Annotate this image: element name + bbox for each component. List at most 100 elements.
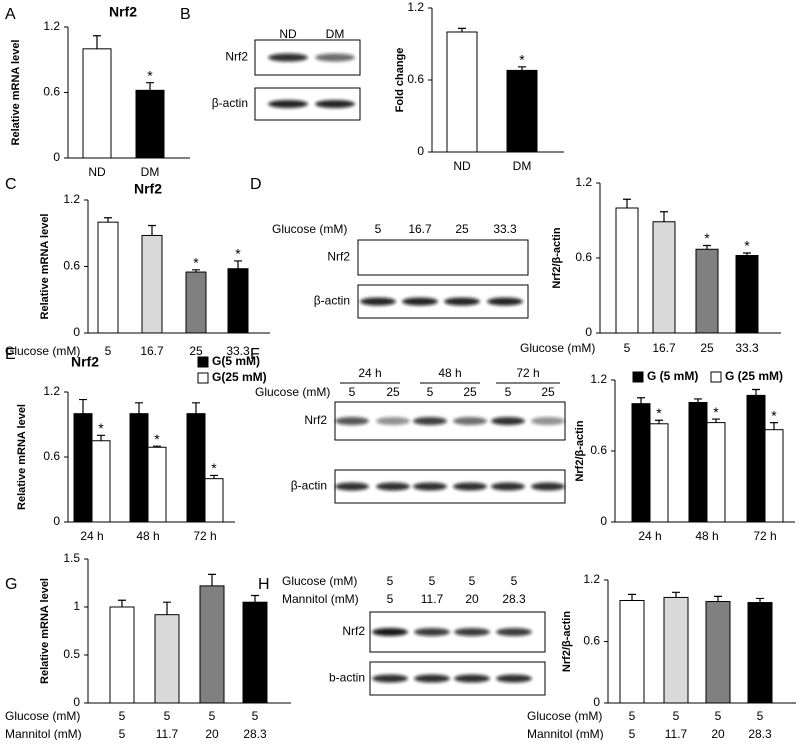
bar — [97, 221, 119, 334]
y-tick-label: 0.6 — [63, 259, 80, 273]
blot-header-label: Glucose (mM) — [272, 222, 347, 236]
error-bar — [518, 66, 526, 71]
bar — [706, 422, 726, 523]
error-bar — [192, 269, 200, 273]
bar — [185, 271, 207, 334]
significance-mark: * — [519, 52, 525, 68]
blot-band — [372, 628, 408, 636]
x-tick-label: 5 — [105, 344, 112, 358]
x-tick-label: 5 — [629, 727, 636, 740]
x-tick-label: 16.7 — [140, 344, 164, 358]
y-tick-label: 1.2 — [407, 0, 424, 14]
blot-group-label: 48 h — [438, 366, 461, 380]
x-row-label: Mannitol (mM) — [5, 727, 82, 740]
panel-label: D — [250, 176, 262, 193]
x-tick-label: 72 h — [753, 529, 776, 543]
x-tick-label: 5 — [119, 709, 126, 723]
error-bar — [118, 599, 126, 607]
y-tick-label: 0.6 — [583, 634, 600, 648]
significance-mark: * — [713, 404, 719, 420]
panel-label: G — [5, 576, 17, 593]
error-bar — [251, 594, 259, 603]
x-tick-label: 28.3 — [243, 727, 267, 740]
bar — [705, 601, 731, 704]
legend-swatch — [197, 372, 209, 384]
error-bar — [672, 591, 680, 598]
x-tick-label: 24 h — [638, 529, 661, 543]
y-axis-label: Nrf2/β-actin — [574, 420, 586, 481]
y-tick-label: 0 — [53, 150, 60, 164]
bar — [91, 440, 111, 523]
blot-band — [414, 628, 450, 636]
bar — [129, 413, 149, 523]
bar — [619, 600, 645, 704]
y-tick-label: 0.6 — [407, 72, 424, 86]
y-axis-label: Relative mRNA level — [39, 578, 51, 684]
bar — [631, 403, 651, 523]
blot-lane-label: 5 — [469, 574, 476, 588]
chart-title: Nrf2 — [134, 181, 162, 197]
x-row-label: Mannitol (mM) — [527, 727, 604, 740]
x-tick-label: 5 — [209, 709, 216, 723]
significance-mark: * — [154, 431, 160, 447]
blot-band — [268, 53, 308, 62]
x-tick-label: 33.3 — [735, 341, 759, 355]
blot-band — [372, 674, 408, 683]
error-bar — [104, 217, 112, 223]
panel-label: C — [5, 176, 17, 193]
y-tick-label: 1.2 — [575, 175, 592, 189]
blot-band — [376, 482, 410, 491]
error-bar — [208, 573, 216, 586]
blot-lane-label: ND — [279, 27, 297, 41]
blot-band — [453, 417, 487, 425]
error-bar — [146, 82, 154, 91]
blot-lane-label: 20 — [465, 592, 479, 606]
blot-lane-label: 5 — [427, 385, 434, 399]
y-axis-label: Relative mRNA level — [39, 214, 51, 320]
x-tick-label: 5 — [164, 709, 171, 723]
y-tick-label: 0.6 — [575, 250, 592, 264]
blot-row-label: Nrf2 — [304, 413, 327, 427]
blot-lane-label: 5 — [429, 574, 436, 588]
blot-lane-label: 5 — [375, 222, 382, 236]
chart-title: Nrf2 — [71, 354, 99, 370]
blot-row-label: Nrf2 — [342, 624, 365, 638]
bar — [141, 234, 163, 334]
y-axis-label: Fold change — [394, 48, 406, 113]
error-bar — [97, 434, 105, 441]
x-tick-label: ND — [88, 165, 106, 179]
y-tick-label: 1.2 — [43, 19, 60, 33]
bar — [652, 221, 676, 334]
x-tick-label: 11.7 — [156, 727, 179, 740]
significance-mark: * — [211, 460, 217, 476]
bar — [135, 89, 165, 159]
error-bar — [192, 402, 200, 414]
y-axis-label: Nrf2/β-actin — [561, 611, 573, 672]
blot-band — [315, 53, 355, 62]
blot-header-label: Mannitol (mM) — [282, 592, 359, 606]
blot-lane-label: 5 — [349, 385, 356, 399]
blot-band — [268, 100, 308, 108]
bar — [747, 602, 773, 704]
x-tick-label: DM — [141, 165, 160, 179]
blot-lane-label: 25 — [386, 385, 400, 399]
legend-swatch — [632, 371, 644, 383]
blot-band — [496, 674, 532, 683]
blot-row-label: β-actin — [212, 96, 248, 110]
x-row-label: Glucose (mM) — [527, 709, 602, 723]
blot-header-label: Glucose (mM) — [255, 385, 330, 399]
x-tick-label: 48 h — [695, 529, 718, 543]
blot-header-label: Glucose (mM) — [282, 574, 357, 588]
y-tick-label: 0.6 — [590, 443, 607, 457]
y-axis-label: Relative mRNA level — [16, 404, 28, 510]
blot-row-label: β-actin — [291, 479, 327, 493]
error-bar — [752, 388, 760, 396]
error-bar — [712, 418, 720, 423]
y-tick-label: 1.2 — [43, 384, 60, 398]
blot-lane-label: 5 — [387, 574, 394, 588]
error-bar — [743, 252, 751, 256]
blot-band — [413, 482, 447, 491]
x-tick-label: ND — [453, 159, 471, 173]
